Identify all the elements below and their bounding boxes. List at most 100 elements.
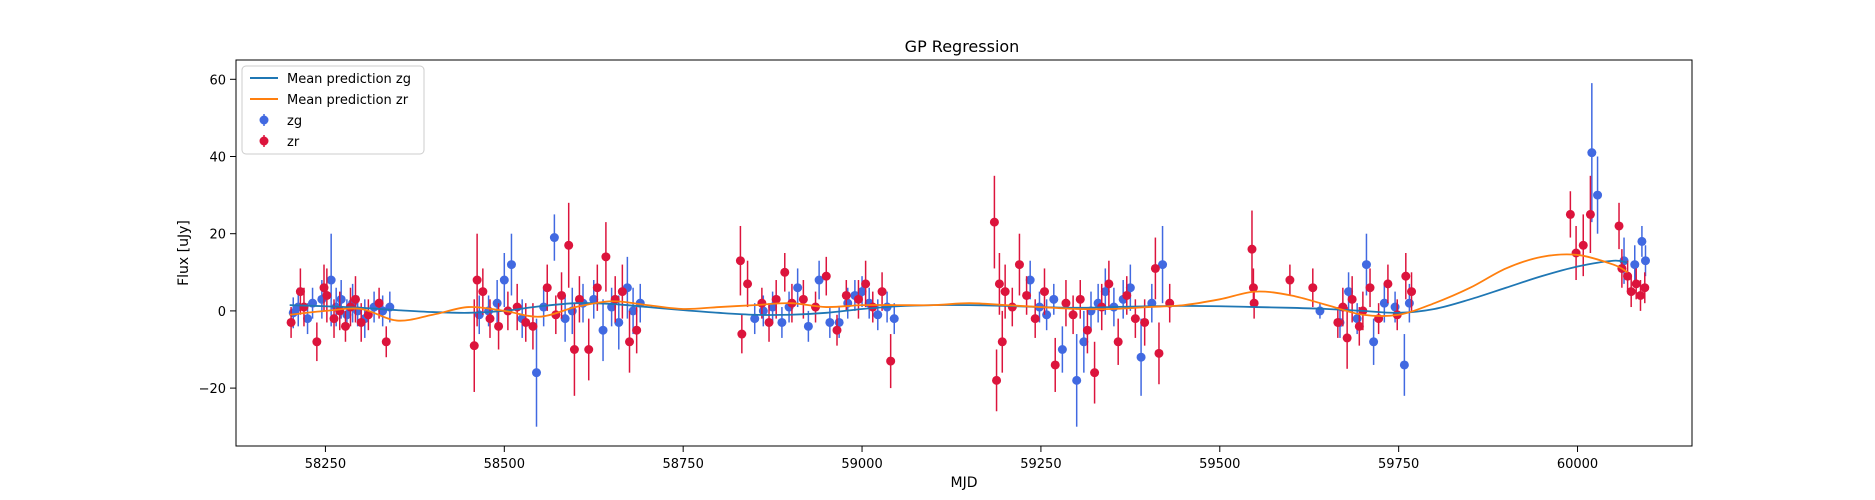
data-point-zg (889, 314, 899, 324)
y-tick-label: 40 (209, 151, 226, 166)
data-point-zr (780, 267, 790, 277)
data-point-zr (312, 337, 322, 347)
x-axis-ticks: 58250 58500 58750 59000 59250 59500 59750 60000 (305, 446, 1598, 472)
data-point-zr (1571, 248, 1581, 258)
line-mean-prediction-zg (289, 259, 1628, 316)
x-tick-label: 58500 (484, 457, 525, 472)
data-point-zg (614, 317, 624, 327)
data-point-zg (777, 317, 787, 327)
data-point-zr (1640, 283, 1650, 293)
legend: Mean prediction zg Mean prediction zr zg zr (241, 65, 425, 155)
data-point-zr (1347, 294, 1357, 304)
data-point-zr (1578, 240, 1588, 250)
data-point-zg (532, 368, 542, 378)
data-point-zg (1125, 283, 1135, 293)
y-tick-label: −20 (199, 382, 226, 397)
data-point-zr (1068, 310, 1078, 320)
y-tick-label: 0 (218, 305, 226, 320)
data-point-zr (1249, 298, 1259, 308)
data-point-zr (821, 271, 831, 281)
data-point-zr (989, 217, 999, 227)
data-point-zr (992, 375, 1002, 385)
data-point-zr (1308, 283, 1318, 293)
data-point-zg (873, 310, 883, 320)
data-point-zr (1061, 298, 1071, 308)
data-point-zg (549, 233, 559, 243)
data-point-zg (598, 325, 608, 335)
data-point-zr (1090, 368, 1100, 378)
y-axis-ticks: −20 0 20 40 60 (199, 73, 236, 397)
data-point-zr (521, 317, 531, 327)
data-point-zg (1404, 298, 1414, 308)
data-point-zr (1623, 271, 1633, 281)
data-point-zr (557, 290, 567, 300)
series-zr (286, 175, 1650, 412)
chart-title: GP Regression (905, 37, 1020, 56)
data-point-zr (528, 321, 538, 331)
data-point-zr (574, 294, 584, 304)
data-point-zg (1079, 337, 1089, 347)
data-point-zr (485, 314, 495, 324)
data-point-zr (853, 294, 863, 304)
legend-marker-swatch (259, 136, 269, 146)
data-point-zg (1399, 360, 1409, 370)
data-point-zr (1000, 287, 1010, 297)
legend-label: Mean prediction zr (287, 93, 409, 108)
x-tick-label: 58250 (305, 457, 346, 472)
data-point-zg (342, 310, 352, 320)
y-tick-label: 60 (209, 73, 226, 88)
data-point-zr (994, 279, 1004, 289)
data-point-zr (1614, 221, 1624, 231)
data-point-zr (494, 321, 504, 331)
data-point-zg (1352, 314, 1362, 324)
data-point-zr (771, 294, 781, 304)
data-point-zg (560, 314, 570, 324)
data-point-zg (1025, 275, 1035, 285)
data-point-zg (1344, 287, 1354, 297)
data-point-zr (286, 317, 296, 327)
legend-label: zr (287, 135, 300, 150)
data-point-zr (1383, 279, 1393, 289)
data-point-zg (825, 317, 835, 327)
data-point-zr (757, 298, 767, 308)
data-point-zr (1626, 287, 1636, 297)
data-point-zr (1130, 314, 1140, 324)
data-point-zr (1285, 275, 1295, 285)
data-point-zg (1136, 352, 1146, 362)
series-zg (288, 83, 1650, 427)
data-point-zr (295, 287, 305, 297)
data-point-zg (1379, 298, 1389, 308)
data-point-zg (1630, 260, 1640, 270)
data-point-zg (499, 275, 509, 285)
data-point-zr (322, 290, 332, 300)
data-point-zr (1585, 209, 1595, 219)
data-point-zg (303, 314, 313, 324)
data-point-zg (589, 294, 599, 304)
data-point-zr (632, 325, 642, 335)
data-point-zr (542, 283, 552, 293)
data-point-zg (1361, 260, 1371, 270)
data-point-zg (1637, 236, 1647, 246)
data-point-zr (1150, 263, 1160, 273)
data-point-zr (877, 287, 887, 297)
data-point-zr (1122, 290, 1132, 300)
data-point-zr (564, 240, 574, 250)
data-point-zr (1401, 271, 1411, 281)
y-axis-label: Flux [uJy] (176, 220, 192, 286)
data-point-zr (592, 283, 602, 293)
data-point-zr (374, 298, 384, 308)
data-point-zr (1039, 287, 1049, 297)
data-point-zg (492, 298, 502, 308)
data-point-zr (735, 256, 745, 266)
data-point-zg (506, 260, 516, 270)
data-point-zr (743, 279, 753, 289)
data-point-zr (1140, 317, 1150, 327)
data-point-zr (737, 329, 747, 339)
data-point-zr (1050, 360, 1060, 370)
legend-label: zg (287, 114, 302, 129)
x-tick-label: 59000 (841, 457, 882, 472)
data-point-zg (1158, 260, 1168, 270)
data-point-zr (340, 321, 350, 331)
data-point-zr (1333, 317, 1343, 327)
